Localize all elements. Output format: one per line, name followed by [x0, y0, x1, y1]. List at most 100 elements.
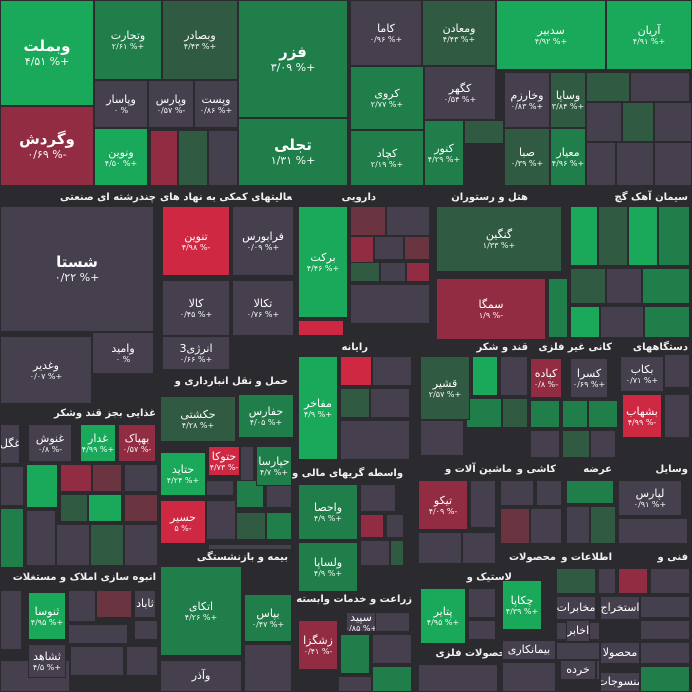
treemap-tile[interactable] [390, 540, 404, 566]
treemap-tile[interactable] [350, 284, 430, 324]
treemap-tile[interactable] [26, 510, 56, 566]
treemap-tile[interactable] [618, 518, 688, 544]
treemap-tile[interactable]: ومعادن ۴/۴۳ %+ [422, 0, 496, 66]
treemap-tile[interactable] [570, 306, 600, 338]
treemap-tile[interactable]: حتاید ۴/۲۴ %+ [160, 452, 206, 496]
treemap-tile[interactable]: وساپا ۳/۸۴ %+ [550, 72, 586, 128]
treemap-tile[interactable] [418, 664, 498, 692]
treemap-tile[interactable] [60, 464, 92, 492]
treemap-tile[interactable] [530, 400, 560, 428]
treemap-tile[interactable] [618, 568, 648, 594]
treemap-tile[interactable] [266, 512, 292, 540]
treemap-tile[interactable] [70, 646, 124, 676]
treemap-tile[interactable]: لپارس ۰/۹۱ %+ [618, 480, 682, 516]
treemap-tile[interactable]: فزر ۳/۰۹ %+ [238, 0, 348, 118]
treemap-tile[interactable] [208, 544, 292, 550]
treemap-tile[interactable]: زشگزا ۰/۴۱ %- [298, 620, 338, 670]
treemap-tile[interactable]: پتایر ۴/۹۵ %+ [420, 588, 466, 644]
treemap-tile[interactable]: کاما ۰/۹۶ %+ [350, 0, 422, 66]
treemap-tile[interactable] [374, 236, 404, 260]
treemap-tile[interactable] [556, 568, 596, 594]
treemap-tile[interactable] [658, 206, 690, 266]
treemap-tile[interactable]: تنوین ۴/۹۸ %- [162, 206, 230, 276]
treemap-tile[interactable] [206, 500, 236, 540]
treemap-tile[interactable] [68, 590, 96, 622]
treemap-tile[interactable] [360, 514, 384, 538]
treemap-tile[interactable] [338, 676, 372, 692]
treemap-tile[interactable]: وآذر [160, 660, 242, 692]
treemap-tile[interactable]: کگهر ۰/۵۴ %+ [424, 66, 496, 120]
treemap-tile[interactable] [650, 568, 690, 594]
treemap-tile[interactable] [26, 464, 58, 508]
treemap-tile[interactable] [562, 430, 590, 458]
treemap-tile[interactable]: صبا ۰/۳۹ %+ [504, 128, 550, 186]
treemap-tile[interactable]: ثاباد [134, 590, 156, 618]
treemap-tile[interactable] [664, 394, 690, 438]
treemap-tile[interactable] [360, 484, 396, 512]
treemap-tile[interactable]: وبصادر ۴/۴۳ %+ [162, 0, 238, 80]
treemap-tile[interactable] [244, 644, 292, 692]
treemap-tile[interactable] [406, 262, 430, 282]
treemap-tile[interactable] [418, 532, 462, 564]
treemap-tile[interactable]: بیمانکاری [502, 640, 556, 660]
treemap-tile[interactable] [640, 596, 690, 618]
treemap-tile[interactable]: سپید ۰/۸۵ %+ [346, 612, 376, 632]
treemap-tile[interactable]: وتجارت ۲/۶۱ %+ [94, 0, 162, 80]
treemap-tile[interactable]: وامید ۰ % [92, 332, 154, 374]
treemap-tile[interactable] [628, 206, 658, 266]
treemap-tile[interactable] [548, 278, 568, 338]
treemap-tile[interactable]: ثنوسا ۴/۹۵ %+ [28, 592, 66, 640]
treemap-tile[interactable]: ولساپا ۴/۹ %+ [298, 542, 358, 592]
treemap-tile[interactable] [606, 268, 642, 304]
treemap-tile[interactable] [60, 494, 88, 522]
treemap-tile[interactable] [664, 354, 690, 388]
treemap-tile[interactable]: منسوجات [600, 672, 640, 692]
treemap-tile[interactable] [208, 130, 238, 186]
treemap-tile[interactable] [350, 262, 380, 282]
treemap-tile[interactable] [500, 356, 528, 396]
treemap-tile[interactable] [340, 634, 370, 674]
treemap-tile[interactable]: کسرا ۰/۶۹ %+ [570, 358, 608, 398]
treemap-tile[interactable] [598, 206, 628, 266]
treemap-tile[interactable] [360, 540, 390, 566]
treemap-tile[interactable]: معیار ۴/۹۶ %+ [550, 128, 586, 186]
treemap-tile[interactable]: قشیر ۲/۵۷ %+ [420, 356, 470, 420]
treemap-tile[interactable]: مخابرات [556, 596, 596, 620]
treemap-tile[interactable] [556, 642, 600, 660]
treemap-tile[interactable] [570, 268, 606, 304]
treemap-tile[interactable] [640, 620, 690, 640]
treemap-tile[interactable] [616, 142, 654, 186]
treemap-tile[interactable] [600, 306, 644, 338]
treemap-tile[interactable]: شستا ۰/۲۲ %+ [0, 206, 154, 332]
treemap-tile[interactable] [350, 236, 374, 266]
treemap-tile[interactable]: سمگا ۱/۹ %- [436, 278, 546, 340]
treemap-tile[interactable] [340, 420, 410, 460]
treemap-tile[interactable] [420, 420, 464, 456]
treemap-tile[interactable]: ونوین ۴/۵۰ %+ [94, 128, 148, 186]
treemap-tile[interactable] [630, 72, 690, 102]
treemap-tile[interactable] [372, 356, 412, 386]
treemap-tile[interactable]: حپارسا ۴/۷ %+ [256, 446, 292, 486]
treemap-tile[interactable] [566, 506, 590, 544]
treemap-tile[interactable]: بهپاک ۰/۵۷ %- [118, 424, 156, 462]
treemap-tile[interactable] [472, 356, 498, 396]
treemap-tile[interactable]: ثشاهد ۴/۵ %+ [28, 644, 66, 678]
treemap-tile[interactable]: واحصا ۴/۹ %+ [298, 484, 358, 540]
treemap-tile[interactable]: استخراج [600, 596, 640, 620]
treemap-tile[interactable] [56, 524, 90, 566]
treemap-tile[interactable]: وپاسار ۰ % [94, 80, 148, 128]
treemap-tile[interactable]: کباده ۰/۸ %- [530, 358, 562, 398]
treemap-tile[interactable]: کچاد ۲/۱۹ %+ [350, 130, 424, 186]
treemap-tile[interactable]: تکالا ۰/۷۶ %+ [232, 280, 294, 336]
treemap-tile[interactable] [92, 464, 122, 492]
treemap-tile[interactable] [654, 142, 692, 186]
treemap-tile[interactable] [566, 480, 614, 504]
treemap-tile[interactable]: انرژی3 ۰/۶۶ %+ [162, 336, 230, 370]
treemap-tile[interactable] [590, 506, 616, 544]
treemap-tile[interactable] [372, 634, 412, 664]
treemap-tile[interactable] [404, 236, 430, 260]
treemap-tile[interactable] [350, 206, 386, 236]
treemap-tile[interactable]: حکشتی ۴/۲۸ %+ [160, 396, 236, 442]
treemap-tile[interactable] [644, 306, 690, 338]
treemap-tile[interactable]: تجلی ۱/۳۱ %+ [238, 118, 348, 186]
